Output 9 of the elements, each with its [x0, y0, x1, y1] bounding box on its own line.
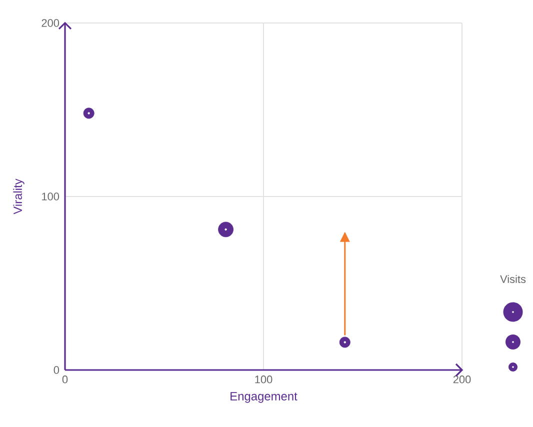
x-axis-title: Engagement — [230, 392, 298, 403]
y-tick-label: 200 — [42, 19, 60, 27]
x-tick-label: 200 — [453, 376, 471, 384]
y-axis-title: Virality — [13, 178, 24, 214]
legend-title: Visits — [500, 274, 526, 284]
y-tick-label: 100 — [42, 192, 60, 200]
x-tick-label: 100 — [255, 376, 272, 384]
x-tick-label: 0 — [62, 376, 68, 384]
y-tick-label: 0 — [54, 366, 60, 374]
